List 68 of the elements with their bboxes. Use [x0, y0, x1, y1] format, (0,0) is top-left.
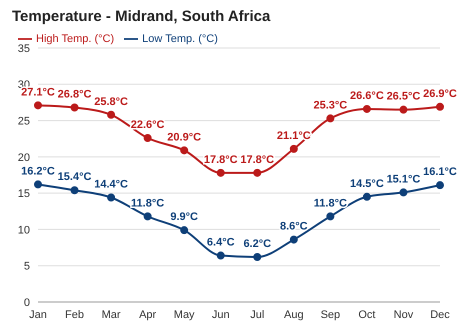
data-label: 17.8°C — [240, 154, 274, 166]
data-label: 26.5°C — [386, 90, 420, 103]
point — [399, 106, 408, 114]
x-tick-label: May — [174, 308, 196, 321]
data-label: 15.4°C — [58, 171, 92, 184]
point — [399, 188, 408, 196]
x-tick-label: Jan — [29, 308, 47, 321]
data-label: 15.1°C — [386, 173, 420, 186]
data-label: 11.8°C — [131, 197, 164, 210]
legend-label: High Temp. (°C) — [36, 32, 114, 45]
x-tick-label: Dec — [430, 308, 450, 321]
point — [290, 144, 298, 153]
point — [326, 114, 334, 122]
data-label: 14.5°C — [350, 178, 384, 190]
data-label: 25.3°C — [313, 99, 348, 112]
point — [70, 104, 79, 112]
data-label: 16.2°C — [21, 165, 55, 178]
x-tick-label: Aug — [284, 308, 304, 321]
x-tick-label: Sep — [320, 308, 340, 321]
x-tick-label: Mar — [102, 308, 121, 321]
point — [70, 186, 79, 194]
data-label: 11.8°C — [314, 197, 347, 210]
point — [436, 181, 444, 190]
y-tick-label: 20 — [18, 152, 30, 164]
point — [216, 168, 225, 177]
data-label: 9.9°C — [170, 211, 198, 224]
x-tick-label: Nov — [394, 308, 414, 321]
data-label: 26.9°C — [423, 88, 457, 100]
x-tick-label: Jun — [212, 308, 230, 321]
point — [216, 252, 225, 260]
point — [253, 253, 262, 262]
data-label: 8.6°C — [280, 220, 308, 233]
data-label: 14.4°C — [94, 178, 128, 190]
data-label: 20.9°C — [167, 131, 202, 144]
point — [253, 168, 262, 177]
point — [107, 110, 116, 119]
data-label: 26.8°C — [58, 88, 92, 101]
y-tick-label: 0 — [24, 296, 30, 309]
point — [107, 193, 116, 202]
point — [34, 180, 42, 188]
point — [326, 212, 334, 220]
y-tick-label: 25 — [18, 115, 30, 128]
point — [290, 236, 298, 244]
point — [436, 102, 444, 111]
data-label: 26.6°C — [350, 90, 384, 102]
data-label: 25.8°C — [94, 96, 128, 108]
data-label: 16.1°C — [423, 166, 457, 178]
point — [34, 101, 42, 110]
point — [362, 192, 371, 201]
x-tick-label: Oct — [358, 308, 376, 321]
legend-label: Low Temp. (°C) — [142, 32, 218, 45]
chart-title: Temperature - Midrand, South Africa — [11, 8, 272, 27]
data-label: 22.6°C — [130, 118, 165, 131]
y-tick-label: 15 — [18, 188, 30, 200]
x-tick-label: Feb — [65, 308, 84, 321]
point — [362, 104, 371, 113]
y-tick-label: 35 — [18, 42, 30, 55]
x-tick-label: Jul — [250, 308, 264, 321]
point — [144, 134, 152, 142]
point — [144, 212, 152, 220]
data-label: 6.4°C — [206, 236, 235, 249]
data-label: 6.2°C — [243, 238, 272, 250]
point — [180, 226, 188, 234]
data-label: 17.8°C — [204, 154, 238, 166]
y-tick-label: 10 — [18, 224, 30, 236]
x-tick-label: Apr — [139, 308, 157, 321]
point — [180, 146, 188, 154]
y-tick-label: 5 — [24, 260, 30, 273]
